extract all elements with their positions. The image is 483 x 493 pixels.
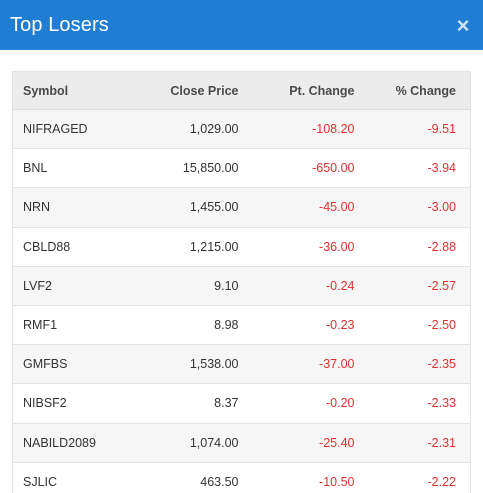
table-header-row: Symbol Close Price Pt. Change % Change	[12, 71, 471, 110]
cell-pct-change: -2.88	[427, 239, 457, 254]
cell-symbol: CBLD88	[23, 239, 71, 254]
cell-close-price: 9.10	[214, 278, 239, 293]
cell-symbol: SJLIC	[23, 474, 58, 489]
cell-pct-change: -2.22	[427, 474, 457, 489]
modal-title: Top Losers	[10, 13, 109, 36]
table-row[interactable]: CBLD88 1,215.00 -36.00 -2.88	[12, 227, 471, 267]
cell-pt-change: -37.00	[319, 357, 355, 372]
cell-pt-change: -0.24	[326, 278, 355, 293]
column-header-close-price[interactable]: Close Price	[122, 71, 241, 110]
cell-pt-change: -25.40	[319, 435, 355, 450]
cell-pct-change: -3.00	[427, 200, 457, 215]
cell-close-price: 8.98	[214, 318, 239, 333]
cell-symbol: RMF1	[23, 318, 58, 333]
cell-symbol: NIFRAGED	[23, 122, 88, 137]
cell-pt-change: -108.20	[312, 122, 355, 137]
cell-pt-change: -36.00	[319, 239, 355, 254]
cell-symbol: NABILD2089	[23, 435, 96, 450]
table-body: NIFRAGED 1,029.00 -108.20 -9.51 BNL 15,850.00…	[12, 109, 471, 493]
cell-close-price: 8.37	[214, 396, 239, 411]
cell-close-price: 1,215.00	[189, 239, 239, 254]
cell-pct-change: -2.35	[427, 357, 457, 372]
table-row[interactable]: NRN 1,455.00 -45.00 -3.00	[12, 187, 471, 228]
table-header: Symbol Close Price Pt. Change % Change	[12, 71, 471, 110]
cell-pt-change: -10.50	[319, 474, 355, 489]
table-row[interactable]: SJLIC 463.50 -10.50 -2.22	[12, 462, 471, 493]
cell-symbol: NRN	[23, 200, 51, 215]
cell-close-price: 1,538.00	[189, 357, 239, 372]
cell-pt-change: -45.00	[319, 200, 355, 215]
cell-pt-change: -0.20	[326, 396, 355, 411]
cell-pct-change: -3.94	[427, 161, 457, 176]
cell-pct-change: -2.50	[427, 318, 457, 333]
cell-symbol: NIBSF2	[23, 396, 67, 411]
close-icon[interactable]: ×	[456, 13, 470, 38]
table-row[interactable]: NIBSF2 8.37 -0.20 -2.33	[12, 383, 471, 423]
table-row[interactable]: BNL 15,850.00 -650.00 -3.94	[12, 148, 471, 188]
cell-close-price: 1,074.00	[189, 435, 239, 450]
column-header-pct-change[interactable]: % Change	[356, 71, 471, 110]
modal-header: Top Losers ×	[0, 0, 483, 50]
column-header-symbol[interactable]: Symbol	[12, 71, 123, 110]
table-row[interactable]: NABILD2089 1,074.00 -25.40 -2.31	[12, 423, 471, 463]
cell-symbol: LVF2	[23, 278, 52, 293]
cell-symbol: BNL	[23, 161, 48, 176]
table-row[interactable]: NIFRAGED 1,029.00 -108.20 -9.51	[12, 109, 471, 149]
cell-pct-change: -2.33	[427, 396, 457, 411]
cell-close-price: 463.50	[200, 474, 239, 489]
cell-pct-change: -2.31	[427, 435, 457, 450]
cell-pt-change: -0.23	[326, 318, 355, 333]
cell-symbol: GMFBS	[23, 357, 68, 372]
top-losers-table: Symbol Close Price Pt. Change % Change N…	[12, 71, 471, 493]
table-row[interactable]: RMF1 8.98 -0.23 -2.50	[12, 305, 471, 345]
cell-close-price: 1,455.00	[189, 200, 239, 215]
cell-close-price: 1,029.00	[189, 122, 239, 137]
column-header-pt-change[interactable]: Pt. Change	[240, 71, 357, 110]
modal-body: Symbol Close Price Pt. Change % Change N…	[0, 50, 483, 493]
cell-pt-change: -650.00	[312, 161, 355, 176]
cell-pct-change: -2.57	[427, 278, 457, 293]
table-row[interactable]: LVF2 9.10 -0.24 -2.57	[12, 266, 471, 306]
cell-close-price: 15,850.00	[182, 161, 239, 176]
cell-pct-change: -9.51	[427, 122, 457, 137]
table-row[interactable]: GMFBS 1,538.00 -37.00 -2.35	[12, 344, 471, 384]
